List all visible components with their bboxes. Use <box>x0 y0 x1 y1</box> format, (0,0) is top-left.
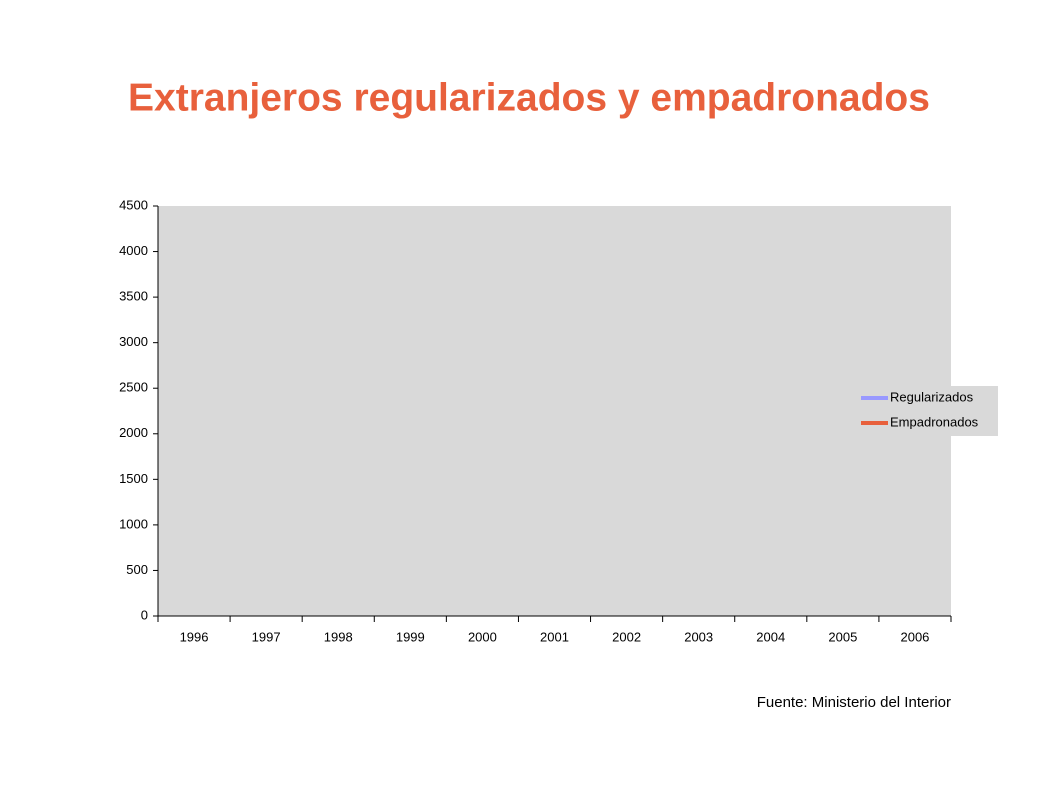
x-tick-label: 2000 <box>468 629 497 644</box>
legend-label: Regularizados <box>890 389 974 404</box>
x-tick-label: 1996 <box>180 629 209 644</box>
x-tick-label: 1997 <box>252 629 281 644</box>
x-tick-label: 2001 <box>540 629 569 644</box>
y-tick-label: 0 <box>141 607 148 622</box>
plot-area <box>158 206 951 616</box>
x-tick-label: 2002 <box>612 629 641 644</box>
legend-label: Empadronados <box>890 414 979 429</box>
y-tick-label: 1000 <box>119 516 148 531</box>
x-tick-label: 2006 <box>900 629 929 644</box>
legend-box <box>858 386 998 436</box>
x-tick-label: 2005 <box>828 629 857 644</box>
x-tick-label: 1999 <box>396 629 425 644</box>
y-tick-label: 1500 <box>119 471 148 486</box>
y-tick-label: 4500 <box>119 197 148 212</box>
y-tick-label: 2500 <box>119 380 148 395</box>
y-tick-label: 3000 <box>119 334 148 349</box>
x-tick-label: 2003 <box>684 629 713 644</box>
y-tick-label: 3500 <box>119 289 148 304</box>
y-tick-label: 2000 <box>119 425 148 440</box>
x-tick-label: 1998 <box>324 629 353 644</box>
y-tick-label: 500 <box>126 562 148 577</box>
x-tick-label: 2004 <box>756 629 785 644</box>
chart-title: Extranjeros regularizados y empadronados <box>128 76 930 119</box>
source-note: Fuente: Ministerio del Interior <box>757 694 951 711</box>
y-tick-label: 4000 <box>119 243 148 258</box>
